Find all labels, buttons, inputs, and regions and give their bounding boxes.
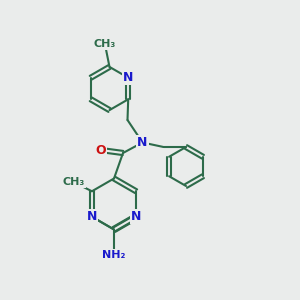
Text: N: N xyxy=(123,71,134,84)
Text: N: N xyxy=(137,136,148,149)
Text: CH₃: CH₃ xyxy=(94,39,116,50)
Text: N: N xyxy=(131,210,141,223)
Text: NH₂: NH₂ xyxy=(102,250,126,260)
Text: CH₃: CH₃ xyxy=(63,177,85,187)
Text: O: O xyxy=(95,143,106,157)
Text: N: N xyxy=(87,210,97,223)
